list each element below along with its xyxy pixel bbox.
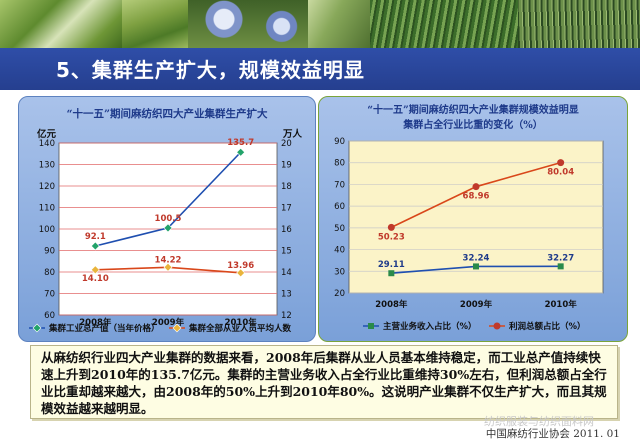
summary-text-box: 从麻纺织行业四大产业集群的数据来看，2008年后集群从业人员基本维持稳定，而工业…	[30, 345, 618, 419]
data-point	[236, 147, 246, 157]
y-tick-label: 70	[44, 290, 55, 300]
y-tick-label: 60	[334, 202, 345, 212]
data-label: 92.1	[85, 232, 106, 242]
data-point	[473, 263, 479, 270]
data-point	[387, 223, 395, 231]
y2-tick-label: 20	[281, 139, 292, 149]
y2-tick-label: 18	[281, 182, 292, 192]
legend-marker	[368, 323, 374, 329]
y-tick-label: 50	[334, 224, 345, 234]
watermark-text: 纺织服装与纺织面料网	[484, 415, 594, 428]
data-point	[472, 183, 480, 191]
data-label: 50.23	[378, 232, 405, 242]
blue-flax-flower-photo	[188, 0, 308, 48]
data-label: 13.96	[227, 261, 254, 271]
y-tick-label: 60	[44, 311, 55, 321]
chart-subtitle: 集群占全行业比重的变化（%）	[402, 118, 543, 131]
data-point	[90, 241, 100, 251]
slide-title: 5、集群生产扩大，规模效益明显	[56, 58, 365, 82]
y-tick-label: 110	[39, 204, 55, 214]
y2-tick-label: 15	[281, 247, 292, 257]
y2-tick-label: 14	[281, 268, 292, 278]
y-tick-label: 80	[44, 268, 55, 278]
legend-marker	[32, 323, 42, 333]
y-tick-label: 30	[334, 267, 345, 277]
x-tick-label: 2008年	[375, 299, 408, 310]
hemp-field-photo	[518, 0, 640, 48]
chart-title: “十一五”期间麻纺织四大产业集群规模效益明显	[367, 103, 579, 116]
y2-tick-label: 12	[281, 311, 292, 321]
y-tick-label: 20	[334, 289, 345, 299]
photo-strip	[0, 0, 640, 48]
y2-tick-label: 19	[281, 161, 292, 171]
data-point	[90, 265, 100, 275]
data-point	[388, 270, 395, 277]
data-label: 32.24	[463, 253, 490, 263]
ramie-field-photo	[370, 0, 518, 48]
y-tick-label: 100	[39, 225, 55, 235]
x-tick-label: 2009年	[152, 317, 185, 328]
summary-text: 从麻纺织行业四大产业集群的数据来看，2008年后集群从业人员基本维持稳定，而工业…	[41, 350, 607, 416]
y-tick-label: 70	[334, 180, 345, 190]
data-label: 68.96	[463, 192, 490, 202]
chart-panel-efficiency: “十一五”期间麻纺织四大产业集群规模效益明显 集群占全行业比重的变化（%） 20 30…	[318, 96, 628, 342]
data-label: 80.04	[547, 168, 574, 178]
x-tick-label: 2009年	[460, 299, 493, 310]
flax-flower-photo	[0, 0, 122, 48]
y-axis-label: 亿元	[37, 128, 57, 140]
data-point	[163, 223, 173, 233]
y-tick-label: 40	[334, 246, 345, 256]
chart-panel-production: “十一五”期间麻纺织四大产业集群生产扩大 亿元 万人 60 70 80 90 100 110 12…	[18, 96, 316, 342]
data-label: 29.11	[378, 260, 405, 270]
y2-tick-label: 16	[281, 225, 292, 235]
legend-marker	[172, 323, 182, 333]
y-tick-label: 90	[334, 137, 345, 147]
y2-tick-label: 17	[281, 204, 292, 214]
legend-label: 主营业务收入占比（%）	[383, 321, 477, 332]
leaf-photo	[308, 0, 370, 48]
data-point	[557, 159, 565, 167]
y-tick-label: 140	[39, 139, 55, 149]
legend-label: 集群全部从业人员平均人数	[188, 323, 292, 334]
legend-label: 利润总额占比（%）	[508, 321, 586, 332]
y-tick-label: 80	[334, 159, 345, 169]
legend-marker	[493, 322, 501, 330]
data-label: 14.22	[155, 255, 182, 265]
data-point	[557, 263, 564, 270]
slide-footer: 中国麻纺行业协会 2011. 01	[485, 428, 620, 440]
data-label: 135.7	[227, 138, 254, 148]
legend-label: 集群工业总产值（当年价格）	[48, 323, 160, 334]
y2-axis-label: 万人	[282, 128, 303, 140]
y2-tick-label: 13	[281, 290, 292, 300]
y-tick-label: 130	[39, 161, 55, 171]
y-tick-label: 120	[39, 182, 55, 192]
slide-header: 5、集群生产扩大，规模效益明显	[0, 48, 640, 90]
data-label: 14.10	[82, 274, 109, 284]
x-tick-label: 2010年	[545, 299, 578, 310]
data-label: 100.5	[155, 214, 182, 224]
chart-title: “十一五”期间麻纺织四大产业集群生产扩大	[66, 107, 268, 120]
data-label: 32.27	[547, 253, 574, 263]
x-tick-label: 2008年	[79, 317, 112, 328]
data-point	[163, 262, 173, 272]
plant-photo	[122, 0, 188, 48]
x-tick-label: 2010年	[225, 317, 258, 328]
data-point	[236, 268, 246, 278]
y-tick-label: 90	[44, 247, 55, 257]
